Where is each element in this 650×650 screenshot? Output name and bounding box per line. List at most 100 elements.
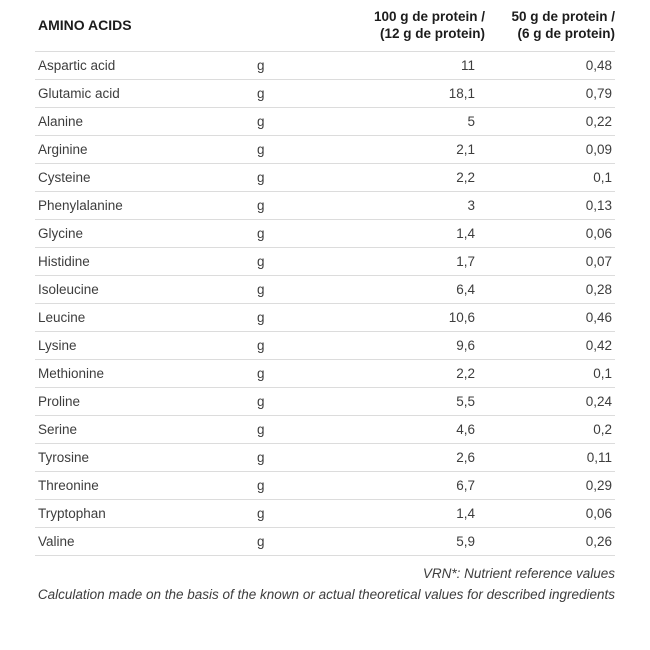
value-per-100g: 9,6 [315, 331, 485, 360]
table-row: Lysine g 9,6 0,42 [35, 331, 615, 360]
table-row: Leucine g 10,6 0,46 [35, 303, 615, 332]
unit-cell: g [255, 247, 315, 276]
header-per-50g: 50 g de protein / (6 g de protein) [485, 0, 615, 52]
unit-cell: g [255, 359, 315, 388]
amino-acid-name: Tryptophan [35, 499, 255, 528]
table-row: Glutamic acid g 18,1 0,79 [35, 79, 615, 108]
header-per-50g-line2: (6 g de protein) [517, 26, 616, 41]
unit-cell: g [255, 107, 315, 136]
value-per-100g: 1,4 [315, 499, 485, 528]
table-header-row: AMINO ACIDS 100 g de protein / (12 g de … [35, 0, 615, 52]
value-per-50g: 0,1 [485, 163, 615, 192]
unit-cell: g [255, 219, 315, 248]
value-per-100g: 1,7 [315, 247, 485, 276]
value-per-100g: 4,6 [315, 415, 485, 444]
amino-acid-name: Alanine [35, 107, 255, 136]
amino-acid-name: Tyrosine [35, 443, 255, 472]
table-row: Serine g 4,6 0,2 [35, 415, 615, 444]
value-per-50g: 0,79 [485, 79, 615, 108]
table-row: Isoleucine g 6,4 0,28 [35, 275, 615, 304]
table-footnote: VRN*: Nutrient reference values Calculat… [35, 563, 615, 605]
value-per-50g: 0,11 [485, 443, 615, 472]
table-body: Aspartic acid g 11 0,48 Glutamic acid g 18,1 0,… [35, 51, 615, 556]
table-row: Glycine g 1,4 0,06 [35, 219, 615, 248]
value-per-50g: 0,13 [485, 191, 615, 220]
amino-acid-name: Leucine [35, 303, 255, 332]
value-per-100g: 1,4 [315, 219, 485, 248]
amino-acid-name: Methionine [35, 359, 255, 388]
value-per-50g: 0,26 [485, 527, 615, 556]
value-per-100g: 2,2 [315, 359, 485, 388]
unit-cell: g [255, 275, 315, 304]
value-per-100g: 10,6 [315, 303, 485, 332]
value-per-50g: 0,06 [485, 219, 615, 248]
unit-cell: g [255, 191, 315, 220]
value-per-50g: 0,06 [485, 499, 615, 528]
value-per-100g: 6,4 [315, 275, 485, 304]
value-per-50g: 0,29 [485, 471, 615, 500]
header-per-100g-line1: 100 g de protein / [373, 9, 485, 24]
unit-cell: g [255, 499, 315, 528]
unit-cell: g [255, 303, 315, 332]
value-per-50g: 0,24 [485, 387, 615, 416]
table-row: Alanine g 5 0,22 [35, 107, 615, 136]
table-row: Aspartic acid g 11 0,48 [35, 51, 615, 80]
value-per-50g: 0,28 [485, 275, 615, 304]
unit-cell: g [255, 443, 315, 472]
unit-cell: g [255, 387, 315, 416]
value-per-100g: 2,2 [315, 163, 485, 192]
amino-acid-name: Serine [35, 415, 255, 444]
value-per-100g: 2,6 [315, 443, 485, 472]
value-per-50g: 0,46 [485, 303, 615, 332]
header-unit-column [255, 0, 315, 52]
header-per-100g: 100 g de protein / (12 g de protein) [315, 0, 485, 52]
table-row: Proline g 5,5 0,24 [35, 387, 615, 416]
amino-acid-name: Valine [35, 527, 255, 556]
value-per-100g: 5 [315, 107, 485, 136]
value-per-100g: 6,7 [315, 471, 485, 500]
value-per-50g: 0,2 [485, 415, 615, 444]
unit-cell: g [255, 471, 315, 500]
value-per-100g: 2,1 [315, 135, 485, 164]
footnote-calculation: Calculation made on the basis of the kno… [37, 587, 615, 602]
amino-acid-name: Threonine [35, 471, 255, 500]
table-row: Arginine g 2,1 0,09 [35, 135, 615, 164]
amino-acid-name: Phenylalanine [35, 191, 255, 220]
amino-acid-name: Proline [35, 387, 255, 416]
value-per-100g: 3 [315, 191, 485, 220]
amino-acid-name: Glutamic acid [35, 79, 255, 108]
unit-cell: g [255, 51, 315, 80]
table-row: Methionine g 2,2 0,1 [35, 359, 615, 388]
value-per-100g: 11 [315, 51, 485, 80]
value-per-50g: 0,07 [485, 247, 615, 276]
amino-acid-name: Arginine [35, 135, 255, 164]
unit-cell: g [255, 135, 315, 164]
table-row: Histidine g 1,7 0,07 [35, 247, 615, 276]
unit-cell: g [255, 415, 315, 444]
value-per-100g: 18,1 [315, 79, 485, 108]
amino-acids-table: AMINO ACIDS 100 g de protein / (12 g de … [35, 0, 615, 556]
value-per-50g: 0,48 [485, 51, 615, 80]
value-per-100g: 5,5 [315, 387, 485, 416]
unit-cell: g [255, 527, 315, 556]
amino-acid-name: Lysine [35, 331, 255, 360]
value-per-50g: 0,09 [485, 135, 615, 164]
footnote-vrn: VRN*: Nutrient reference values [422, 566, 615, 581]
header-amino-acids: AMINO ACIDS [35, 0, 255, 52]
amino-acid-name: Isoleucine [35, 275, 255, 304]
unit-cell: g [255, 331, 315, 360]
table-row: Cysteine g 2,2 0,1 [35, 163, 615, 192]
table-row: Tyrosine g 2,6 0,11 [35, 443, 615, 472]
amino-acid-name: Histidine [35, 247, 255, 276]
value-per-100g: 5,9 [315, 527, 485, 556]
table-row: Threonine g 6,7 0,29 [35, 471, 615, 500]
header-per-100g-line2: (12 g de protein) [379, 26, 485, 41]
table-row: Phenylalanine g 3 0,13 [35, 191, 615, 220]
table-row: Tryptophan g 1,4 0,06 [35, 499, 615, 528]
header-per-50g-line1: 50 g de protein / [511, 9, 615, 24]
value-per-50g: 0,22 [485, 107, 615, 136]
value-per-50g: 0,1 [485, 359, 615, 388]
value-per-50g: 0,42 [485, 331, 615, 360]
amino-acid-name: Aspartic acid [35, 51, 255, 80]
